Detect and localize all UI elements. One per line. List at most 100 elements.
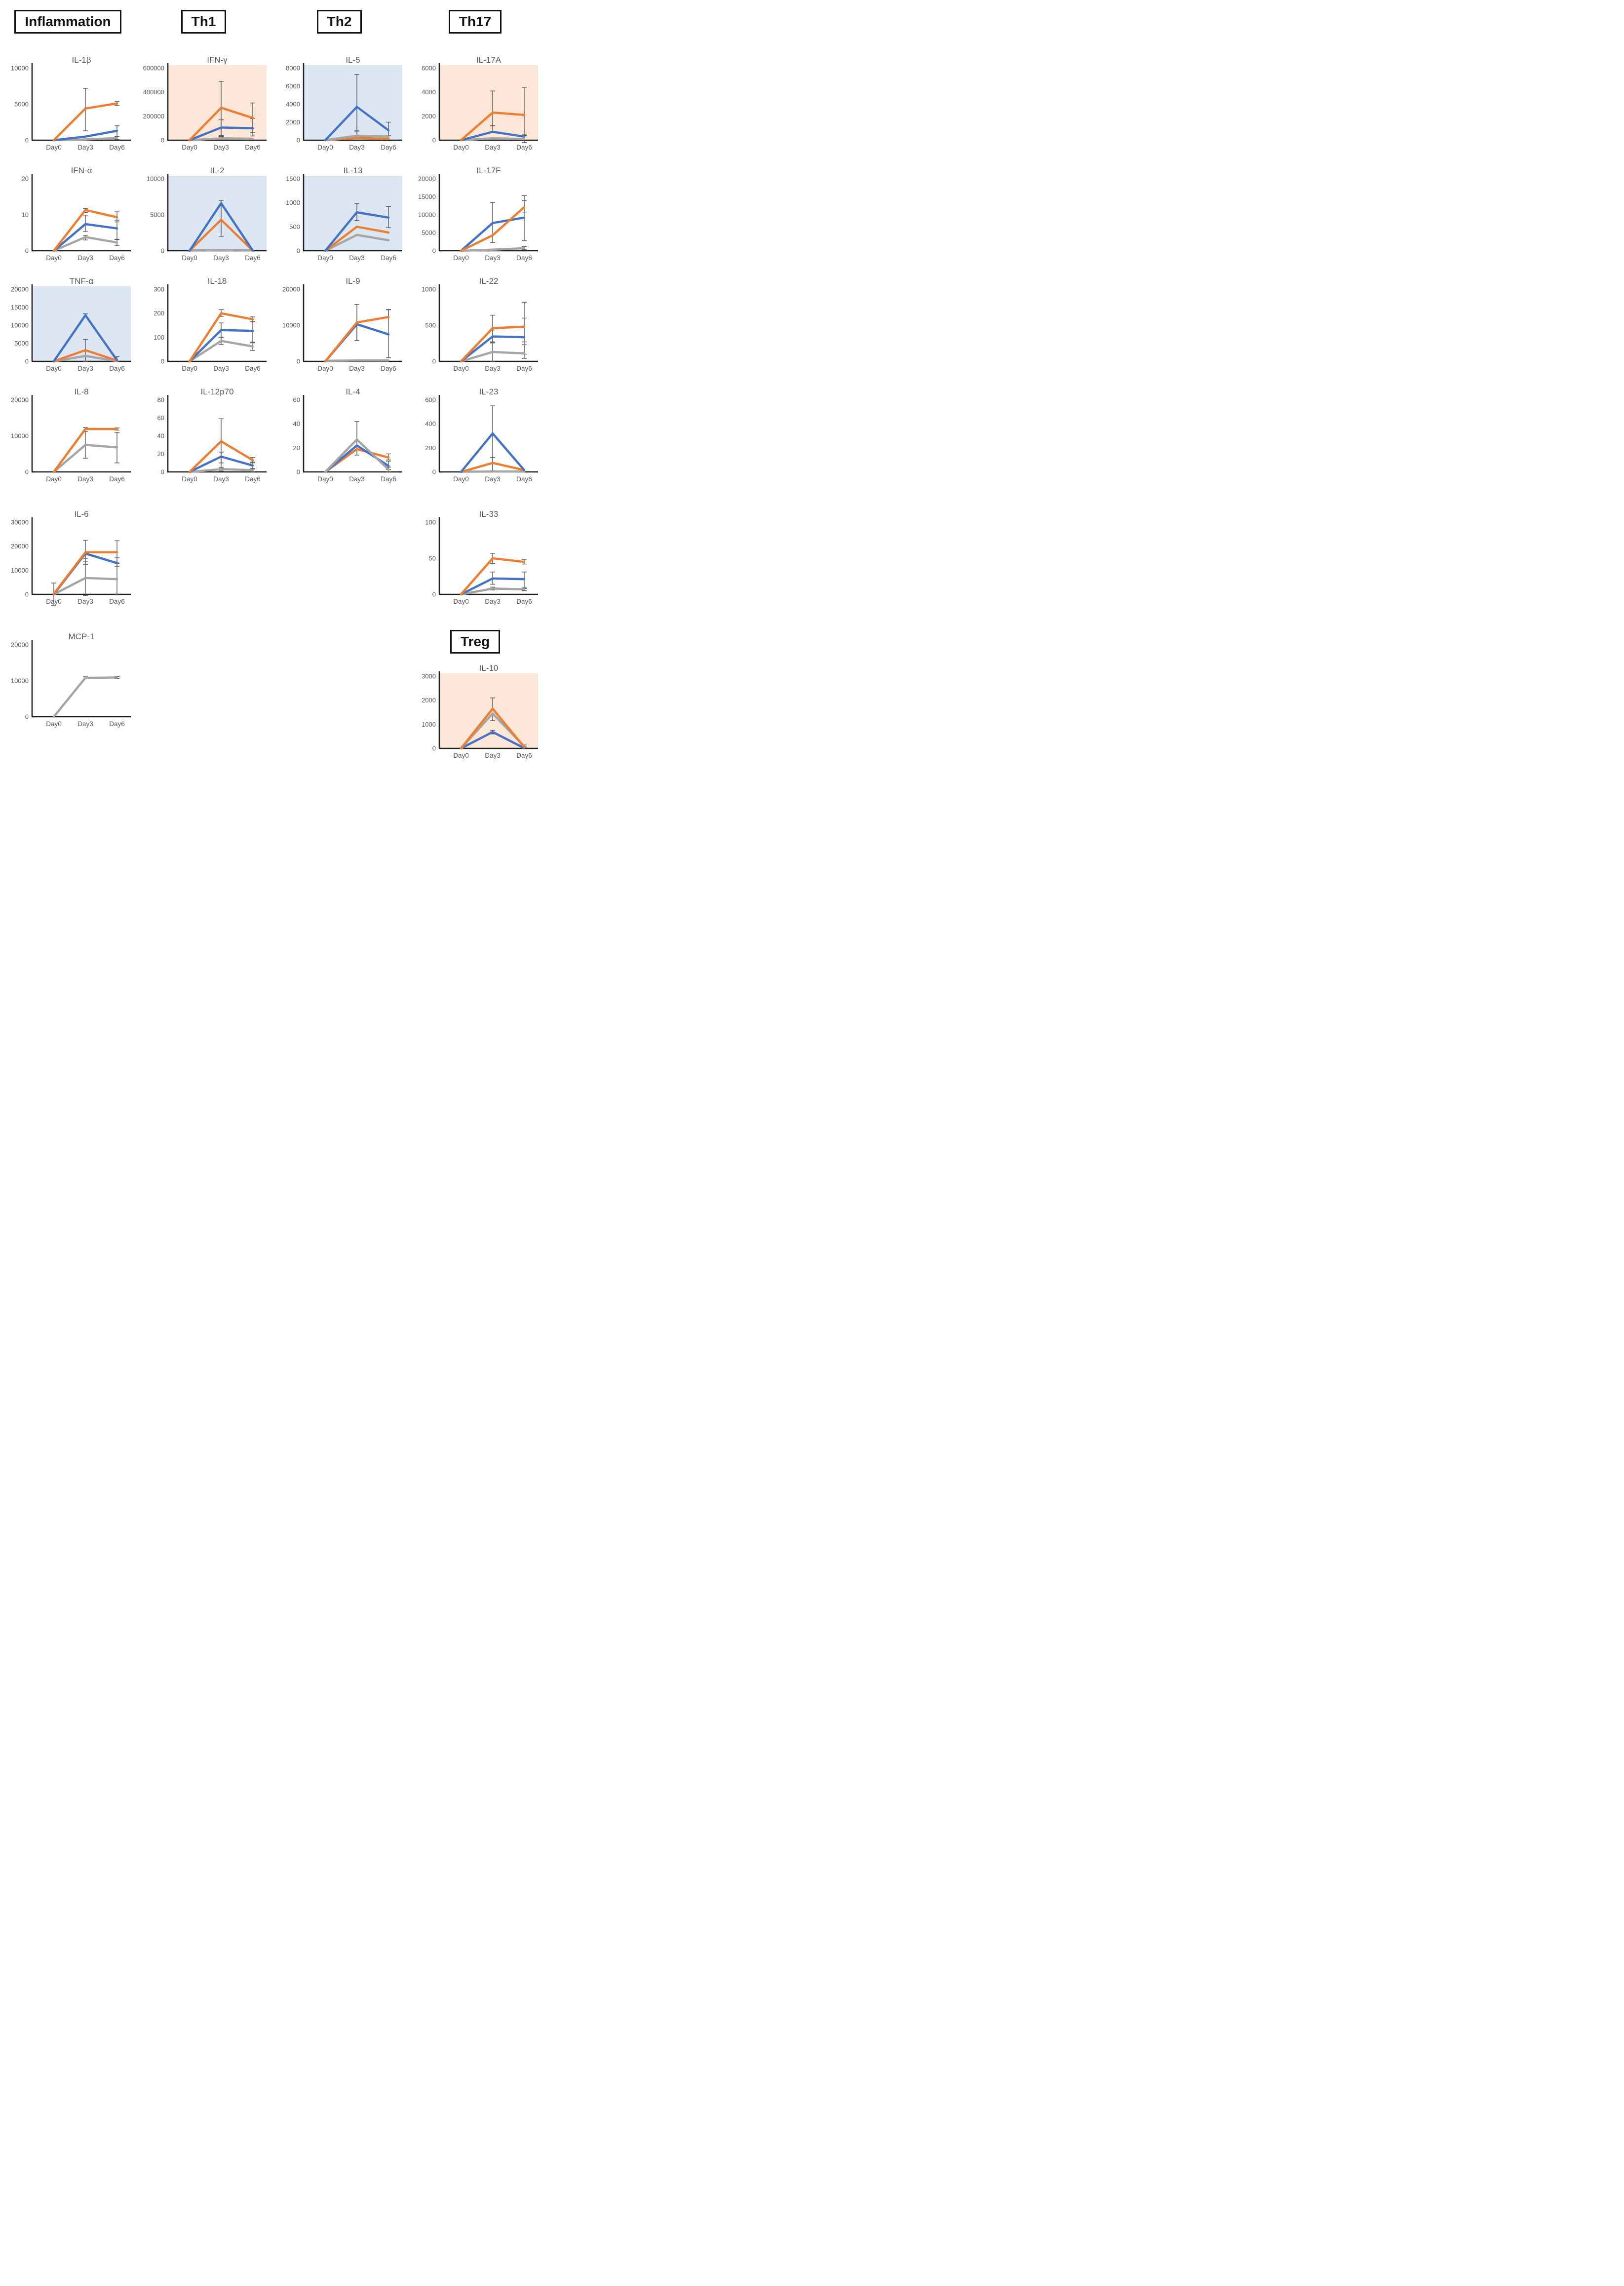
tnfa-ytick: 5000	[14, 340, 29, 347]
il9-xlabel: Day0	[317, 365, 333, 372]
il17a-title: IL-17A	[476, 55, 501, 65]
mcp1-xlabel: Day6	[109, 720, 125, 728]
il5-gray-line	[324, 134, 389, 142]
il12p70-xlabel: Day6	[245, 475, 261, 483]
il22-xlabel: Day3	[485, 365, 501, 372]
il13-orange-line	[324, 226, 389, 252]
il12p70-ytick: 20	[157, 450, 164, 458]
il17a-xlabel: Day6	[516, 144, 532, 151]
il1b-blue-line	[52, 129, 118, 142]
il17f-ytick: 5000	[422, 229, 436, 236]
ifng-ytick: 400000	[143, 88, 164, 96]
il17a-ytick: 4000	[422, 88, 436, 96]
il2-shaded-background	[167, 176, 267, 251]
il8-title: IL-8	[74, 387, 88, 396]
header-cell-th1: Th1	[136, 10, 271, 34]
il12p70-gray-line	[188, 468, 254, 473]
il13-title: IL-13	[343, 166, 362, 175]
il33-title: IL-33	[479, 509, 498, 519]
il17a-xlabel: Day0	[453, 144, 469, 151]
il13-ytick: 1000	[286, 199, 300, 206]
mcp1-chart: MCP-1 0 10000 20000 Day0 Day3 Day6	[10, 632, 131, 728]
ifng-ytick: 200000	[143, 113, 164, 120]
il12p70-orange-line	[188, 440, 254, 473]
il5-ytick: 2000	[286, 118, 300, 126]
il22-blue-line	[460, 335, 525, 363]
il22-chart: IL-22 0 500 1000 Day0 Day3 Day6	[422, 276, 538, 372]
il9-xlabel: Day3	[349, 365, 365, 372]
il6-xlabel: Day3	[77, 598, 93, 605]
il10-ytick: 2000	[422, 697, 436, 704]
il17a-chart: IL-17A 0 2000 4000 6000 Day0 Day3 Day6	[422, 55, 538, 151]
empty-cell	[271, 506, 407, 617]
il5-xlabel: Day3	[349, 144, 365, 151]
tnfa-chart: TNF-α 0 5000 10000 15000 20000 Day0 Day3 Day6	[10, 276, 131, 372]
il4-ytick: 20	[293, 444, 300, 452]
il1b-ytick: 0	[25, 137, 28, 144]
empty-cell	[271, 629, 407, 774]
chart-cell-il10: IL-10 0 1000 2000 3000 Day0 Day3 Day6	[409, 663, 542, 774]
il6-orange-line	[52, 551, 118, 595]
il17a-gray-line	[460, 137, 525, 142]
il23-ytick: 0	[432, 468, 435, 476]
il10-ytick: 0	[432, 745, 435, 752]
tnfa-ytick: 15000	[10, 304, 28, 311]
tnfa-ytick: 10000	[10, 322, 28, 329]
chart-cell-il12p70: IL-12p70 0 20 40 60 80 Day0 Day3 Day6	[136, 384, 271, 495]
ifng-ytick: 0	[160, 137, 164, 144]
il17a-ytick: 2000	[422, 113, 436, 120]
il22-ytick: 500	[425, 322, 436, 329]
il1b-xlabel: Day3	[77, 144, 93, 151]
il13-blue-line	[324, 211, 389, 252]
ifng-blue-line	[188, 126, 254, 142]
chart-cell-il6: IL-6 0 10000 20000 30000 Day0 Day3 Day6	[0, 506, 136, 617]
il18-ytick: 200	[154, 310, 164, 317]
il12p70-ytick: 60	[157, 414, 164, 422]
chart-cell-ifna: IFN-α 0 10 20 Day0 Day3 Day6	[0, 163, 136, 273]
il18-blue-line	[188, 329, 254, 363]
ifna-ytick: 10	[21, 211, 28, 219]
il4-ytick: 40	[293, 420, 300, 427]
ifng-chart: IFN-γ 0 200000 400000 600000 Day0 Day3 Day6	[143, 55, 267, 151]
il33-blue-line	[460, 577, 525, 596]
il13-ytick: 500	[289, 223, 300, 231]
il17f-title: IL-17F	[476, 166, 501, 175]
il13-xlabel: Day0	[317, 254, 333, 262]
il10-shaded-background	[439, 673, 538, 749]
il8-orange-line	[52, 427, 118, 473]
ifna-ytick: 0	[25, 247, 28, 255]
il10-xlabel: Day6	[516, 752, 532, 759]
il22-orange-line	[460, 325, 525, 363]
empty-cell	[136, 506, 271, 617]
il23-orange-line	[460, 462, 525, 473]
cytokine-figure: Inflammation Th1 Th2 Th17 IL-1β 0 5000 1000…	[0, 0, 543, 783]
il9-ytick: 10000	[282, 322, 300, 329]
il2-xlabel: Day0	[182, 254, 197, 262]
il23-ytick: 600	[425, 396, 436, 404]
il10-blue-line	[460, 731, 525, 750]
il12p70-xlabel: Day3	[213, 475, 229, 483]
tnfa-title: TNF-α	[69, 276, 93, 286]
ifna-xlabel: Day0	[46, 254, 62, 262]
il33-ytick: 100	[425, 519, 436, 526]
il4-title: IL-4	[346, 387, 360, 396]
header-cell-th2: Th2	[271, 10, 407, 34]
il12p70-blue-line	[188, 455, 254, 473]
il17f-gray-line	[460, 247, 525, 252]
chart-cell-il17a: IL-17A 0 2000 4000 6000 Day0 Day3 Day6	[407, 52, 543, 163]
il18-title: IL-18	[207, 276, 227, 286]
il9-chart: IL-9 0 10000 20000 Day0 Day3 Day6	[282, 276, 402, 372]
chart-row-5: IL-6 0 10000 20000 30000 Day0 Day3 Day6 IL-33 0 5…	[0, 506, 543, 617]
chart-row-1: IL-1β 0 5000 10000 Day0 Day3 Day6 IFN-γ 0 200000…	[0, 52, 543, 163]
il8-chart: IL-8 0 10000 20000 Day0 Day3 Day6	[10, 387, 131, 483]
il12p70-ytick: 80	[157, 396, 164, 404]
il17a-shaded-background	[439, 65, 538, 140]
il10-xlabel: Day0	[453, 752, 469, 759]
chart-cell-il4: IL-4 0 20 40 60 Day0 Day3 Day6	[271, 384, 407, 495]
il6-xlabel: Day6	[109, 598, 125, 605]
il23-ytick: 400	[425, 420, 436, 427]
il4-chart: IL-4 0 20 40 60 Day0 Day3 Day6	[293, 387, 402, 483]
il4-ytick: 60	[293, 396, 300, 404]
il5-chart: IL-5 0 2000 4000 6000 8000 Day0 Day3 Day6	[286, 55, 402, 151]
